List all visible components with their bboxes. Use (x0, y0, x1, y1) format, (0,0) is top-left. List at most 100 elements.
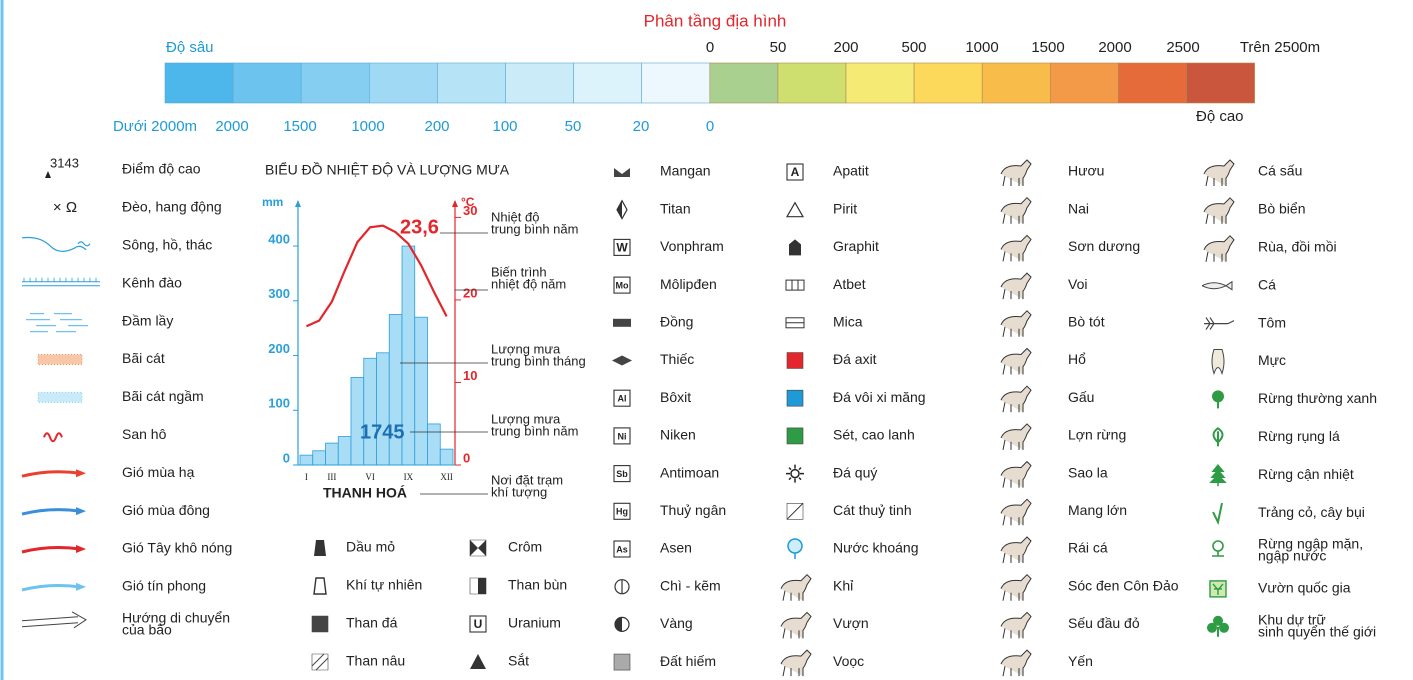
depth-cell (369, 63, 437, 103)
symbol-shape (314, 540, 326, 556)
rain-bar (364, 358, 377, 465)
depth-cell (642, 63, 710, 103)
annual-rainfall: 1745 (360, 421, 405, 443)
depth-tick-label: 0 (706, 118, 714, 135)
chart-annotation: nhiệt độ năm (491, 276, 566, 291)
legend-symbol: Mo (614, 277, 630, 293)
y-tick-label: 100 (268, 396, 290, 411)
y-tick-label: 400 (268, 231, 290, 246)
legend-label: Cá (1258, 276, 1276, 292)
legend-label: Yến (1068, 653, 1093, 669)
rain-bar (428, 424, 441, 465)
symbol-shape (312, 616, 328, 632)
chart-annotation: trung bình năm (491, 423, 578, 438)
depth-label: Độ sâu (166, 39, 214, 56)
height-cell (1187, 63, 1255, 103)
depth-cell (437, 63, 505, 103)
legend-label: Gió mùa đông (122, 502, 210, 518)
x-tick-label: III (327, 472, 336, 482)
legend-label: Mica (833, 314, 863, 330)
symbol-shape (788, 539, 802, 553)
legend-label: Bãi cát (122, 350, 165, 366)
legend-label: Sóc đen Côn Đảo (1068, 577, 1179, 593)
legend-label: Sếu đầu đỏ (1068, 615, 1140, 631)
chart-title: BIỂU ĐỒ NHIỆT ĐỘ VÀ LƯỢNG MƯA (265, 161, 510, 178)
legend-label: Mangan (660, 163, 711, 179)
depth-cell (301, 63, 369, 103)
height-tick-label: 1000 (965, 39, 998, 56)
legend-label: Rái cá (1068, 540, 1108, 556)
height-tick-label: 0 (706, 39, 714, 56)
legend-label: Niken (660, 427, 696, 443)
height-tick-label: 2000 (1098, 39, 1131, 56)
y2-axis-unit: °C (461, 195, 475, 209)
rain-bar (300, 455, 313, 465)
symbol-shape (791, 470, 799, 478)
legend-label: Bò biển (1258, 201, 1305, 217)
symbol-shape (38, 355, 82, 365)
legend-label: Voi (1068, 276, 1087, 292)
legend-label: Sét, cao lanh (833, 427, 915, 443)
legend-label: Graphit (833, 238, 879, 254)
legend-label: Apatit (833, 163, 869, 179)
rain-bar (313, 451, 326, 465)
symbol-letter: Mo (616, 280, 629, 290)
chart-annotation: khí tượng (491, 484, 547, 499)
legend-label: Voọc (833, 653, 864, 669)
legend-label: Rùa, đồi mồi (1258, 239, 1337, 255)
elevation-value: 3143 (50, 155, 79, 170)
symbol-shape (787, 390, 803, 406)
symbol-shape (38, 392, 82, 402)
y-tick-label: 200 (268, 341, 290, 356)
depth-cell (506, 63, 574, 103)
legend-label: Than đá (346, 615, 398, 631)
symbol-shape (314, 578, 326, 594)
symbol-shape (787, 428, 803, 444)
depth-tick-label: 50 (565, 118, 582, 135)
height-cell (710, 63, 778, 103)
depth-cell (165, 63, 233, 103)
height-tick-label: 50 (770, 39, 787, 56)
legend-label: Trảng cỏ, cây bụi (1258, 504, 1365, 520)
depth-tick-label: 100 (492, 118, 517, 135)
height-tick-label: 200 (833, 39, 858, 56)
legend-label: Vàng (660, 615, 693, 631)
legend-label: Thiếc (660, 351, 694, 367)
legend-label: Bãi cát ngầm (122, 388, 204, 404)
height-cell (846, 63, 914, 103)
map-legend: Phân tầng địa hình Độ sâu Độ cao BIỂU ĐỒ… (0, 0, 1413, 680)
legend-label: Rừng cận nhiệt (1258, 466, 1354, 482)
legend-label: Đá axit (833, 351, 877, 367)
rain-bar (440, 449, 453, 465)
symbol-shape (614, 654, 630, 670)
y2-tick-label: 10 (463, 368, 477, 383)
legend-label: Đồng (660, 314, 693, 330)
legend-label: Vườn quốc gia (1258, 580, 1351, 596)
pass-cave-symbol: × Ω (53, 199, 77, 216)
symbol-letter: As (616, 544, 628, 554)
depth-tick-label: 20 (633, 118, 650, 135)
legend-label: Gấu (1068, 389, 1094, 405)
legend-label: Crôm (508, 539, 542, 555)
legend-symbol: A (787, 164, 803, 180)
legend-label: Đá quý (833, 464, 877, 480)
chart-annotation: trung bình tháng (491, 353, 586, 368)
depth-tick-label: Dưới 2000m (113, 118, 197, 135)
legend-label: Sông, hồ, thác (122, 237, 212, 253)
legend-label: Asen (660, 540, 692, 556)
legend-label: Điểm độ cao (122, 161, 201, 177)
legend-label: Đèo, hang động (122, 199, 222, 215)
legend-label: Bôxit (660, 389, 691, 405)
symbol-shape (1207, 623, 1217, 633)
legend-label: Đá vôi xi măng (833, 389, 926, 405)
y2-tick-label: 20 (463, 285, 477, 300)
legend-label: Cá sấu (1258, 163, 1302, 179)
legend-label: Đất hiếm (660, 653, 716, 669)
depth-tick-label: 1000 (351, 118, 384, 135)
depth-cell (233, 63, 301, 103)
legend-label: Gió mùa hạ (122, 464, 195, 480)
legend-label: Khí tự nhiên (346, 577, 422, 593)
legend-label: ngập nước (1258, 548, 1326, 564)
x-tick-label: IX (404, 472, 414, 482)
legend-label: Nai (1068, 200, 1089, 216)
